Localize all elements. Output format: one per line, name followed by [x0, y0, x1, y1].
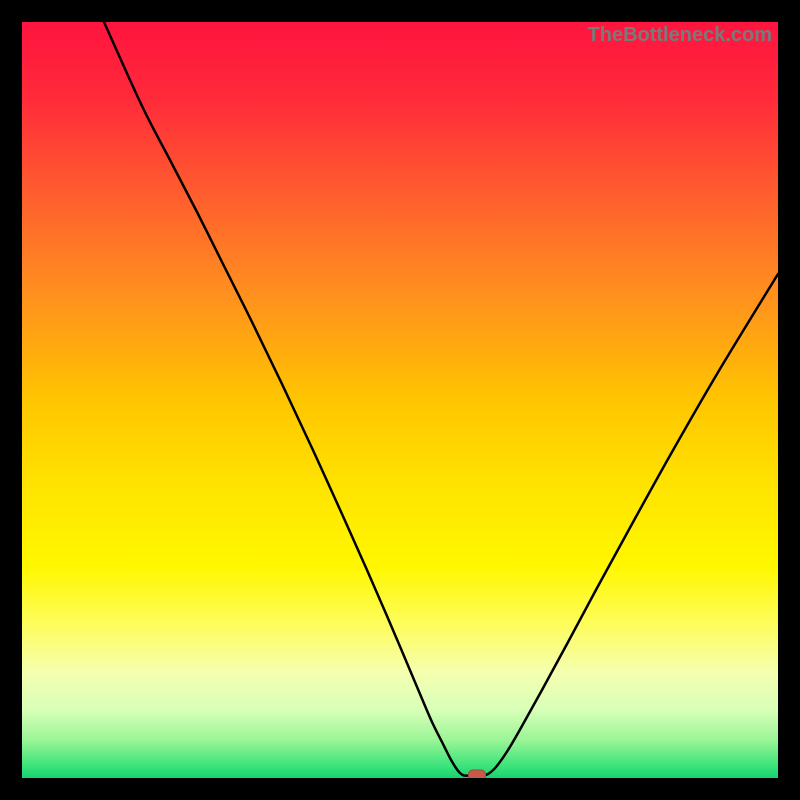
frame-border-bottom — [0, 778, 800, 800]
frame-border-top — [0, 0, 800, 22]
plot-svg — [22, 22, 778, 778]
plot-area: TheBottleneck.com — [22, 22, 778, 778]
watermark-label: TheBottleneck.com — [588, 24, 772, 47]
chart-frame: TheBottleneck.com — [0, 0, 800, 800]
frame-border-right — [778, 0, 800, 800]
optimum-marker — [468, 770, 486, 779]
frame-border-left — [0, 0, 22, 800]
